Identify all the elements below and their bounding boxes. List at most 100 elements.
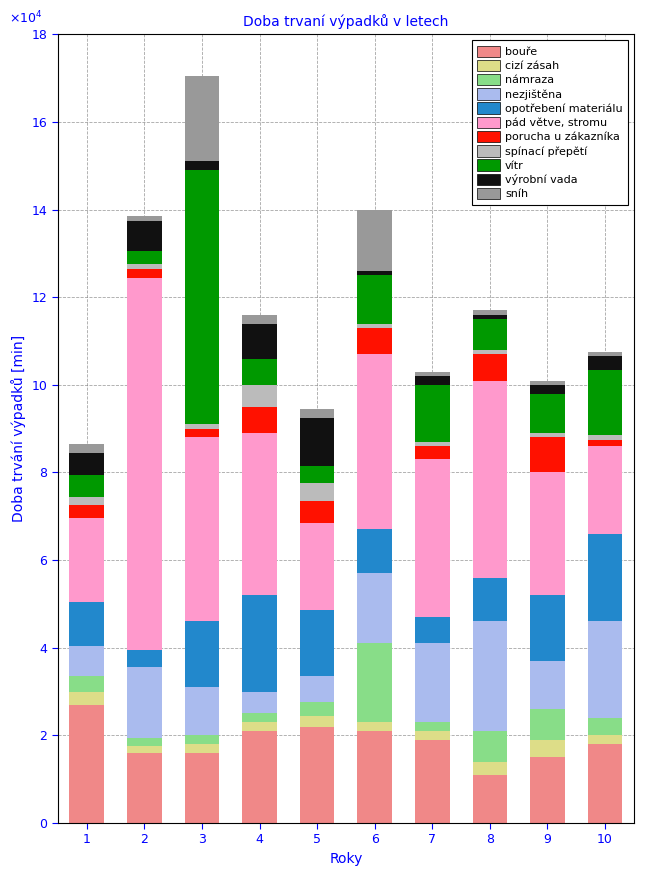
Bar: [243, 315, 277, 324]
Bar: [127, 650, 162, 667]
Bar: [70, 704, 104, 823]
Bar: [127, 277, 162, 650]
Bar: [357, 324, 392, 328]
X-axis label: Roky: Roky: [329, 852, 362, 866]
Bar: [415, 722, 450, 731]
Bar: [530, 394, 565, 433]
Bar: [530, 433, 565, 438]
Bar: [243, 324, 277, 359]
Bar: [415, 644, 450, 722]
Bar: [127, 217, 162, 221]
Bar: [357, 731, 392, 823]
Bar: [184, 622, 219, 687]
Bar: [243, 731, 277, 823]
Bar: [243, 713, 277, 722]
Bar: [530, 661, 565, 709]
Bar: [588, 356, 622, 369]
Bar: [415, 385, 450, 442]
Bar: [588, 369, 622, 435]
Bar: [184, 735, 219, 744]
Bar: [473, 381, 507, 578]
Bar: [530, 739, 565, 757]
Bar: [70, 518, 104, 602]
Bar: [300, 610, 334, 676]
Bar: [243, 385, 277, 407]
Bar: [243, 722, 277, 731]
Bar: [357, 574, 392, 644]
Bar: [127, 252, 162, 265]
Bar: [243, 595, 277, 691]
Bar: [184, 438, 219, 622]
Bar: [415, 617, 450, 644]
Bar: [530, 438, 565, 473]
Bar: [357, 210, 392, 271]
Bar: [300, 523, 334, 610]
Bar: [473, 774, 507, 823]
Bar: [473, 731, 507, 761]
Bar: [127, 221, 162, 252]
Bar: [127, 265, 162, 269]
Bar: [300, 466, 334, 483]
Bar: [588, 622, 622, 717]
Bar: [300, 409, 334, 417]
Bar: [300, 501, 334, 523]
Bar: [588, 446, 622, 534]
Bar: [473, 310, 507, 315]
Bar: [70, 496, 104, 505]
Bar: [300, 417, 334, 466]
Bar: [415, 372, 450, 376]
Bar: [300, 702, 334, 716]
Bar: [357, 530, 392, 574]
Bar: [473, 578, 507, 622]
Bar: [530, 595, 565, 661]
Bar: [357, 275, 392, 324]
Legend: bouře, cizí zásah, námraza, nezjištěna, opotřebení materiálu, pád větve, stromu,: bouře, cizí zásah, námraza, nezjištěna, …: [472, 40, 628, 205]
Bar: [70, 602, 104, 645]
Bar: [530, 473, 565, 595]
Bar: [588, 439, 622, 446]
Bar: [300, 716, 334, 726]
Bar: [184, 424, 219, 429]
Bar: [588, 744, 622, 823]
Bar: [243, 407, 277, 433]
Y-axis label: Doba trvání výpadků [min]: Doba trvání výpadků [min]: [11, 335, 26, 522]
Bar: [473, 350, 507, 354]
Bar: [357, 271, 392, 275]
Bar: [184, 76, 219, 161]
Bar: [300, 726, 334, 823]
Bar: [357, 722, 392, 731]
Bar: [588, 352, 622, 356]
Bar: [473, 761, 507, 774]
Bar: [70, 505, 104, 518]
Bar: [415, 446, 450, 460]
Bar: [415, 376, 450, 385]
Bar: [530, 709, 565, 739]
Bar: [530, 385, 565, 394]
Bar: [588, 717, 622, 735]
Bar: [127, 752, 162, 823]
Bar: [70, 444, 104, 453]
Bar: [415, 442, 450, 446]
Bar: [184, 170, 219, 424]
Bar: [300, 483, 334, 501]
Bar: [243, 359, 277, 385]
Bar: [300, 676, 334, 702]
Bar: [184, 429, 219, 438]
Bar: [70, 676, 104, 691]
Bar: [127, 746, 162, 752]
Bar: [70, 645, 104, 676]
Bar: [70, 474, 104, 496]
Bar: [415, 731, 450, 739]
Bar: [243, 691, 277, 713]
Bar: [473, 315, 507, 319]
Bar: [357, 354, 392, 530]
Bar: [415, 460, 450, 617]
Bar: [127, 667, 162, 738]
Bar: [473, 354, 507, 381]
Bar: [184, 687, 219, 735]
Bar: [70, 691, 104, 704]
Bar: [184, 744, 219, 752]
Bar: [357, 328, 392, 354]
Text: $\times 10^4$: $\times 10^4$: [9, 10, 43, 26]
Bar: [530, 757, 565, 823]
